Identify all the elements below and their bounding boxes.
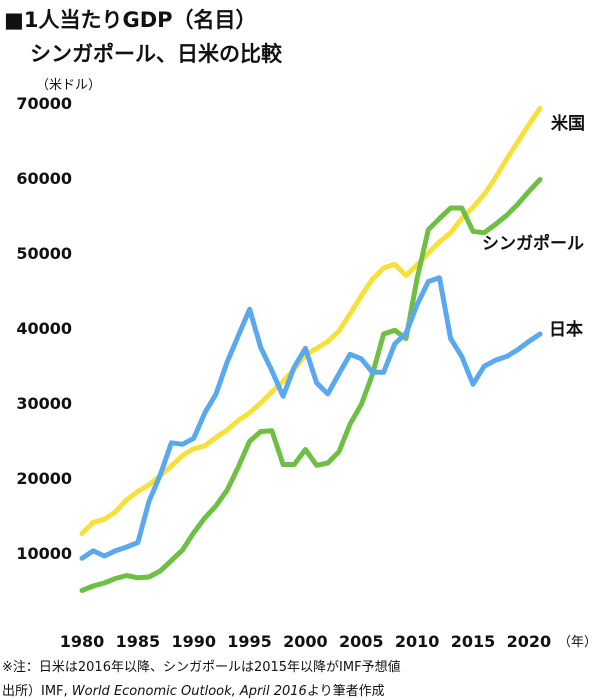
source-prefix: 出所）IMF,: [2, 684, 72, 699]
footnote: ※注：日米は2016年以降、シンガポールは2015年以降がIMF予想値: [2, 660, 401, 675]
x-tick-label: 2010: [395, 632, 440, 651]
x-tick-label: 2005: [339, 632, 384, 651]
y-tick-label: 20000: [16, 469, 72, 488]
y-tick-label: 60000: [16, 169, 72, 188]
series-line: [79, 105, 543, 536]
source-suffix: より筆者作成: [306, 684, 385, 699]
y-tick-label: 10000: [16, 544, 72, 563]
chart-title-line-1: ■1人当たりGDP（名目）: [4, 8, 257, 32]
y-tick-label: 50000: [16, 244, 72, 263]
series-label: 米国: [551, 113, 585, 134]
y-tick-label: 30000: [16, 394, 72, 413]
x-tick-label: 1990: [171, 632, 216, 651]
source-note: 出所）IMF, World Economic Outlook, April 20…: [2, 680, 385, 699]
y-tick-label: 70000: [16, 94, 72, 113]
series-line: [79, 275, 543, 561]
x-tick-label: 1980: [60, 632, 105, 651]
series-label: シンガポール: [482, 233, 584, 254]
series-label: 日本: [549, 319, 583, 340]
y-axis-unit-label: （米ドル）: [36, 78, 102, 93]
x-tick-label: 1995: [227, 632, 272, 651]
chart-title-line-2: シンガポール、日米の比較: [30, 42, 282, 66]
x-tick-label: 2000: [283, 632, 328, 651]
x-tick-label: 2020: [507, 632, 552, 651]
series-line: [79, 177, 543, 593]
y-tick-label: 40000: [16, 319, 72, 338]
x-axis-unit-label: （年）: [558, 635, 597, 650]
x-tick-label: 2015: [451, 632, 496, 651]
source-title: World Economic Outlook, April 2016: [71, 684, 307, 699]
x-tick-label: 1985: [116, 632, 161, 651]
